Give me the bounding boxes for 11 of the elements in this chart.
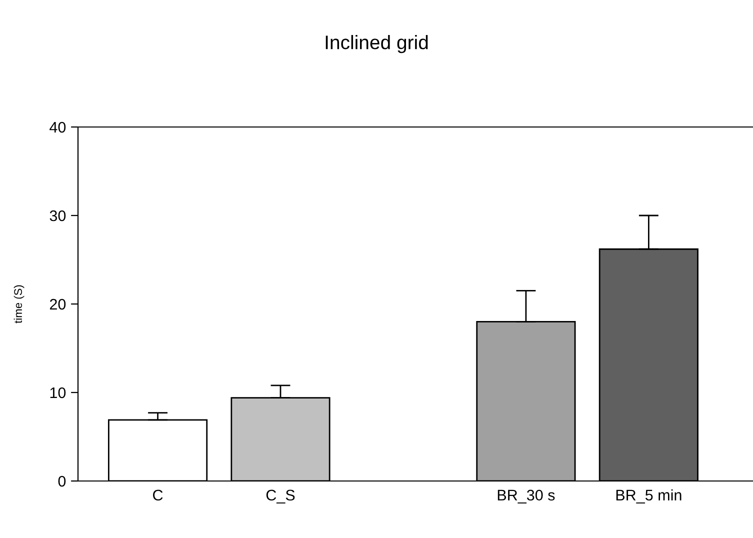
chart-title: Inclined grid [326, 35, 428, 54]
y-tick-label: 10 [50, 387, 66, 398]
y-tick-label: 20 [50, 298, 66, 310]
x-tick-label: BR_5 min [616, 489, 682, 504]
y-tick-label: 40 [50, 122, 66, 133]
x-tick-label: C [153, 490, 163, 501]
y-tick-label: 30 [50, 210, 66, 222]
x-tick-label: C_S [266, 490, 295, 504]
x-tick-label: BR_30 s [498, 490, 555, 504]
y-axis-title: time (S) [14, 285, 24, 324]
y-tick-label: 0 [58, 476, 66, 487]
